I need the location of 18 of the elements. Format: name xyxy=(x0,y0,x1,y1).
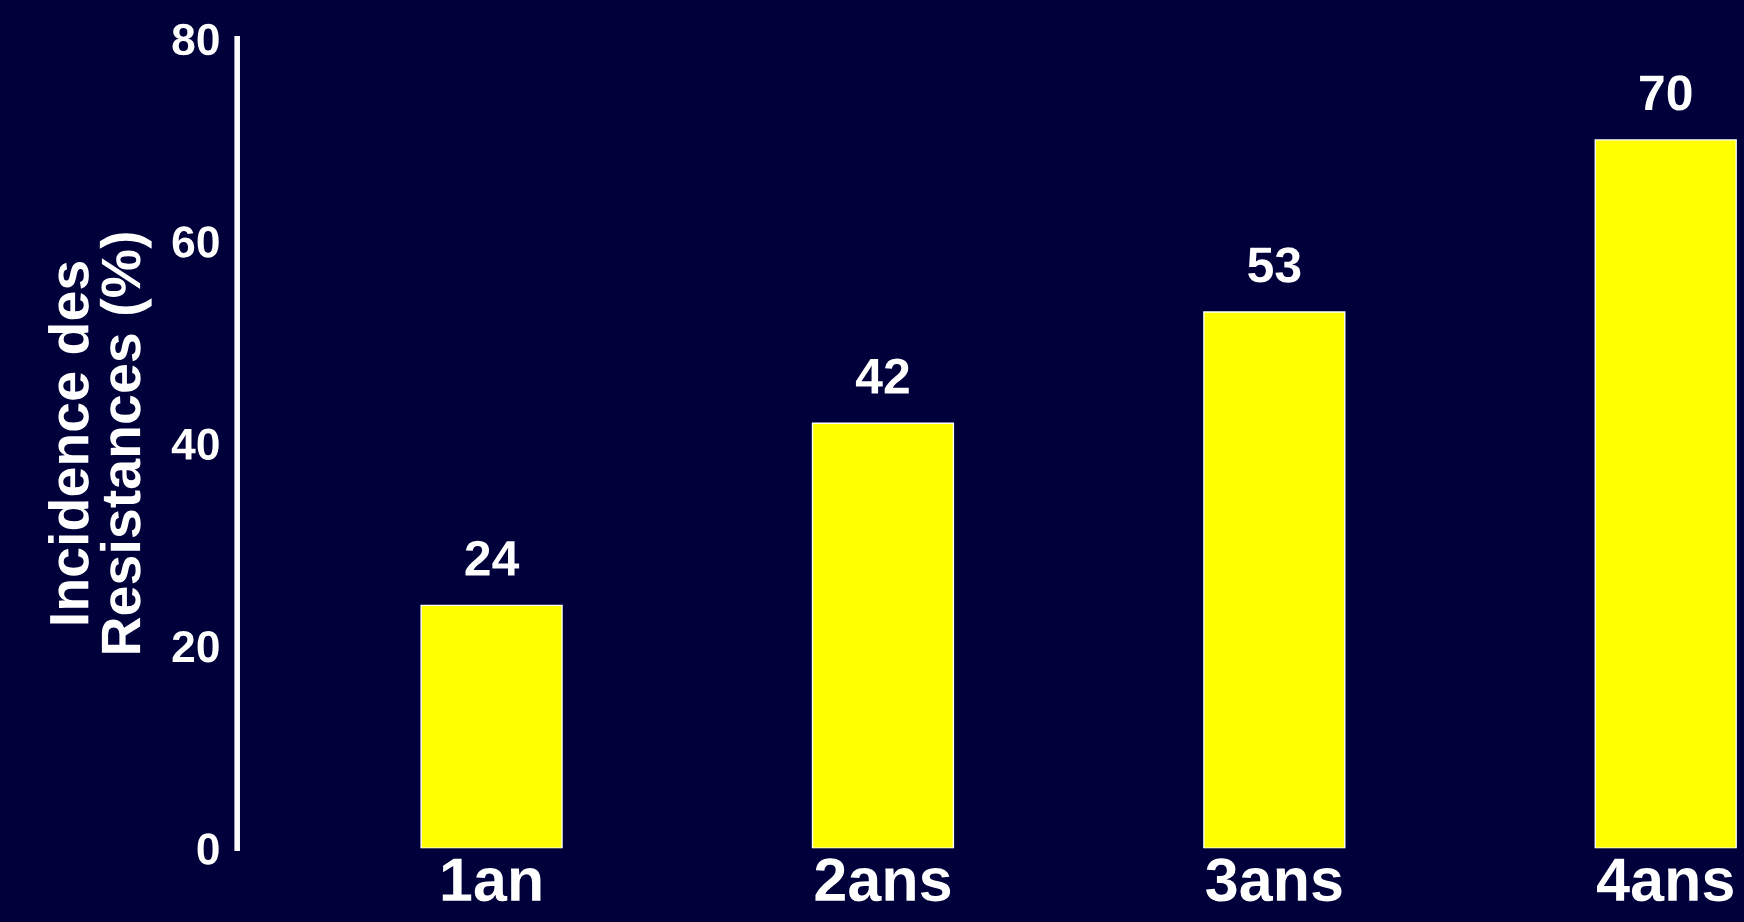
y-tick-label: 60 xyxy=(172,226,219,258)
y-tick-label: 80 xyxy=(172,23,219,56)
y-tick-label: 40 xyxy=(171,428,219,461)
data-label: 70 xyxy=(1640,75,1692,111)
x-tick-label: 3ans xyxy=(1206,858,1342,902)
bar xyxy=(1203,311,1346,849)
y-axis-title: Incidence des Resistances (%) xyxy=(48,233,152,653)
data-label: 42 xyxy=(855,358,909,394)
data-label: 24 xyxy=(465,540,520,576)
y-tick-label: 20 xyxy=(172,630,219,663)
x-tick-label: 2ans xyxy=(815,858,951,902)
x-tick-label: 4ans xyxy=(1597,858,1733,902)
x-tick-label: 1an xyxy=(442,858,541,902)
data-label: 53 xyxy=(1248,247,1301,283)
y-tick-label: 0 xyxy=(197,833,219,865)
bar xyxy=(811,422,955,849)
bar xyxy=(1594,139,1737,849)
bar xyxy=(420,604,563,849)
